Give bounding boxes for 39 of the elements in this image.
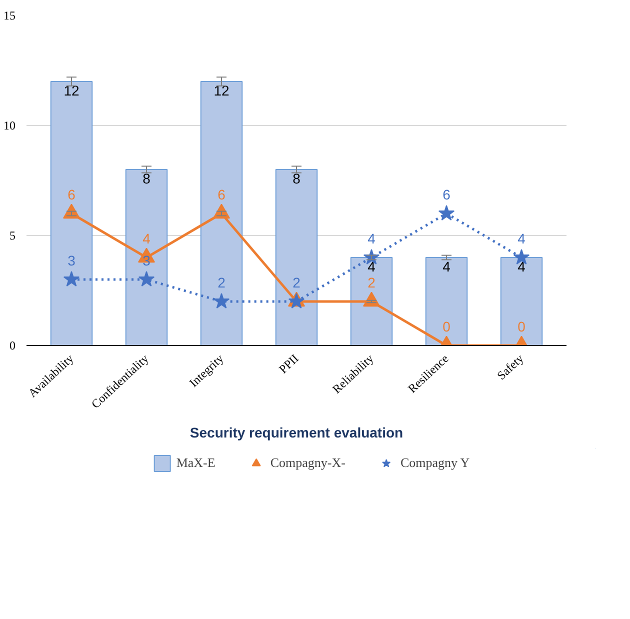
data-label: 12 (214, 82, 230, 98)
point (63, 271, 80, 286)
y-tick-label: 10 (4, 118, 16, 132)
y-tick-label: 5 (10, 228, 16, 242)
data-label: 6 (68, 186, 76, 202)
bar (275, 169, 318, 346)
y-tick-label: 15 (4, 8, 16, 22)
bar (350, 257, 393, 346)
legend-label: Compagny-X- (270, 455, 346, 471)
data-label: 0 (518, 318, 526, 334)
data-label: 6 (442, 186, 451, 202)
data-label: 4 (142, 230, 151, 246)
data-label: 12 (64, 82, 80, 98)
bar (425, 257, 468, 346)
y-tick-label: 0 (10, 338, 16, 352)
bar (500, 257, 543, 346)
x-tick-label: PPII (276, 351, 302, 376)
data-label: 2 (218, 274, 226, 290)
bar (200, 81, 243, 346)
data-label: 4 (368, 258, 376, 274)
data-label: 8 (292, 170, 301, 186)
data-label: 4 (442, 258, 451, 274)
data-label: 3 (68, 252, 76, 268)
point (438, 205, 455, 220)
bar (50, 81, 93, 346)
legend-label: Compagny Y (400, 455, 470, 471)
legend-label: MaX-E (176, 455, 216, 471)
point (213, 293, 230, 308)
point (138, 271, 155, 286)
data-label: 4 (368, 230, 376, 246)
data-label: 8 (142, 170, 151, 186)
data-label: 2 (368, 274, 376, 290)
data-label: 2 (292, 274, 301, 290)
data-label: 4 (518, 258, 526, 274)
x-axis-title: Security requirement evaluation (190, 424, 404, 440)
data-label: 0 (442, 318, 451, 334)
data-label: 4 (518, 230, 526, 246)
bar (125, 169, 168, 346)
data-label: 6 (218, 186, 226, 202)
